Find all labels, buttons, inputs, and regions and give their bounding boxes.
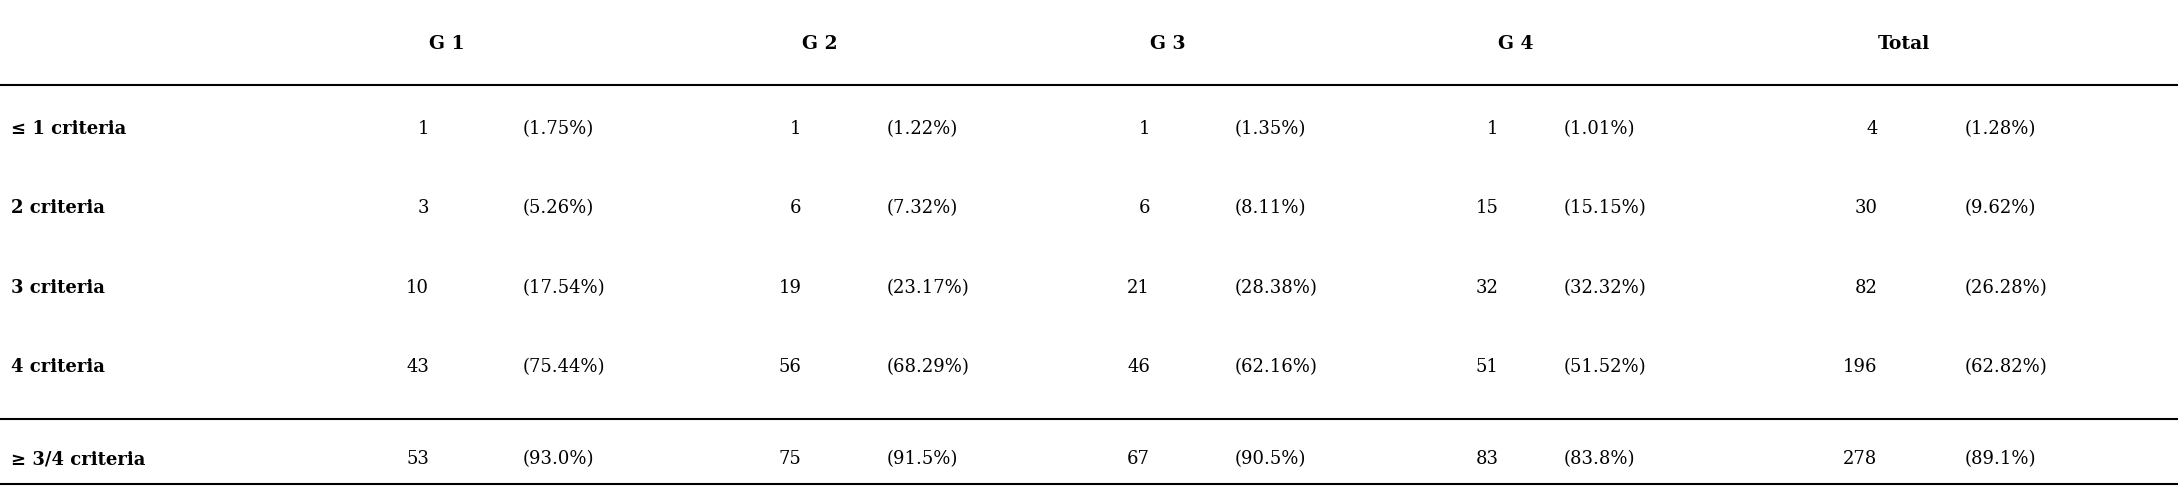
Text: G 2: G 2 [802, 35, 836, 53]
Text: 83: 83 [1475, 450, 1498, 469]
Text: (1.01%): (1.01%) [1564, 120, 1636, 138]
Text: 278: 278 [1843, 450, 1877, 469]
Text: G 1: G 1 [429, 35, 464, 53]
Text: (89.1%): (89.1%) [1965, 450, 2036, 469]
Text: (32.32%): (32.32%) [1564, 278, 1647, 297]
Text: 82: 82 [1853, 278, 1877, 297]
Text: 67: 67 [1126, 450, 1150, 469]
Text: 4 criteria: 4 criteria [11, 358, 105, 377]
Text: 1: 1 [1139, 120, 1150, 138]
Text: (7.32%): (7.32%) [886, 199, 958, 217]
Text: ≤ 1 criteria: ≤ 1 criteria [11, 120, 126, 138]
Text: (17.54%): (17.54%) [523, 278, 605, 297]
Text: (5.26%): (5.26%) [523, 199, 595, 217]
Text: 21: 21 [1126, 278, 1150, 297]
Text: (1.35%): (1.35%) [1235, 120, 1307, 138]
Text: ≥ 3/4 criteria: ≥ 3/4 criteria [11, 450, 146, 469]
Text: 56: 56 [778, 358, 802, 377]
Text: 1: 1 [418, 120, 429, 138]
Text: 1: 1 [791, 120, 802, 138]
Text: (1.22%): (1.22%) [886, 120, 958, 138]
Text: 32: 32 [1475, 278, 1498, 297]
Text: 75: 75 [780, 450, 802, 469]
Text: (51.52%): (51.52%) [1564, 358, 1647, 377]
Text: (62.16%): (62.16%) [1235, 358, 1318, 377]
Text: 3 criteria: 3 criteria [11, 278, 105, 297]
Text: 10: 10 [405, 278, 429, 297]
Text: (83.8%): (83.8%) [1564, 450, 1636, 469]
Text: (26.28%): (26.28%) [1965, 278, 2047, 297]
Text: (1.75%): (1.75%) [523, 120, 595, 138]
Text: (1.28%): (1.28%) [1965, 120, 2036, 138]
Text: 15: 15 [1475, 199, 1498, 217]
Text: 3: 3 [418, 199, 429, 217]
Text: (91.5%): (91.5%) [886, 450, 958, 469]
Text: 6: 6 [791, 199, 802, 217]
Text: 46: 46 [1126, 358, 1150, 377]
Text: (90.5%): (90.5%) [1235, 450, 1307, 469]
Text: (68.29%): (68.29%) [886, 358, 969, 377]
Text: (8.11%): (8.11%) [1235, 199, 1307, 217]
Text: (15.15%): (15.15%) [1564, 199, 1647, 217]
Text: (93.0%): (93.0%) [523, 450, 595, 469]
Text: 2 criteria: 2 criteria [11, 199, 105, 217]
Text: (23.17%): (23.17%) [886, 278, 969, 297]
Text: 6: 6 [1139, 199, 1150, 217]
Text: 19: 19 [778, 278, 802, 297]
Text: 4: 4 [1867, 120, 1877, 138]
Text: (62.82%): (62.82%) [1965, 358, 2047, 377]
Text: G 3: G 3 [1150, 35, 1185, 53]
Text: (75.44%): (75.44%) [523, 358, 605, 377]
Text: 1: 1 [1488, 120, 1498, 138]
Text: 196: 196 [1843, 358, 1877, 377]
Text: (28.38%): (28.38%) [1235, 278, 1318, 297]
Text: G 4: G 4 [1498, 35, 1533, 53]
Text: Total: Total [1877, 35, 1930, 53]
Text: 51: 51 [1475, 358, 1498, 377]
Text: (9.62%): (9.62%) [1965, 199, 2036, 217]
Text: 30: 30 [1853, 199, 1877, 217]
Text: 53: 53 [405, 450, 429, 469]
Text: 43: 43 [405, 358, 429, 377]
